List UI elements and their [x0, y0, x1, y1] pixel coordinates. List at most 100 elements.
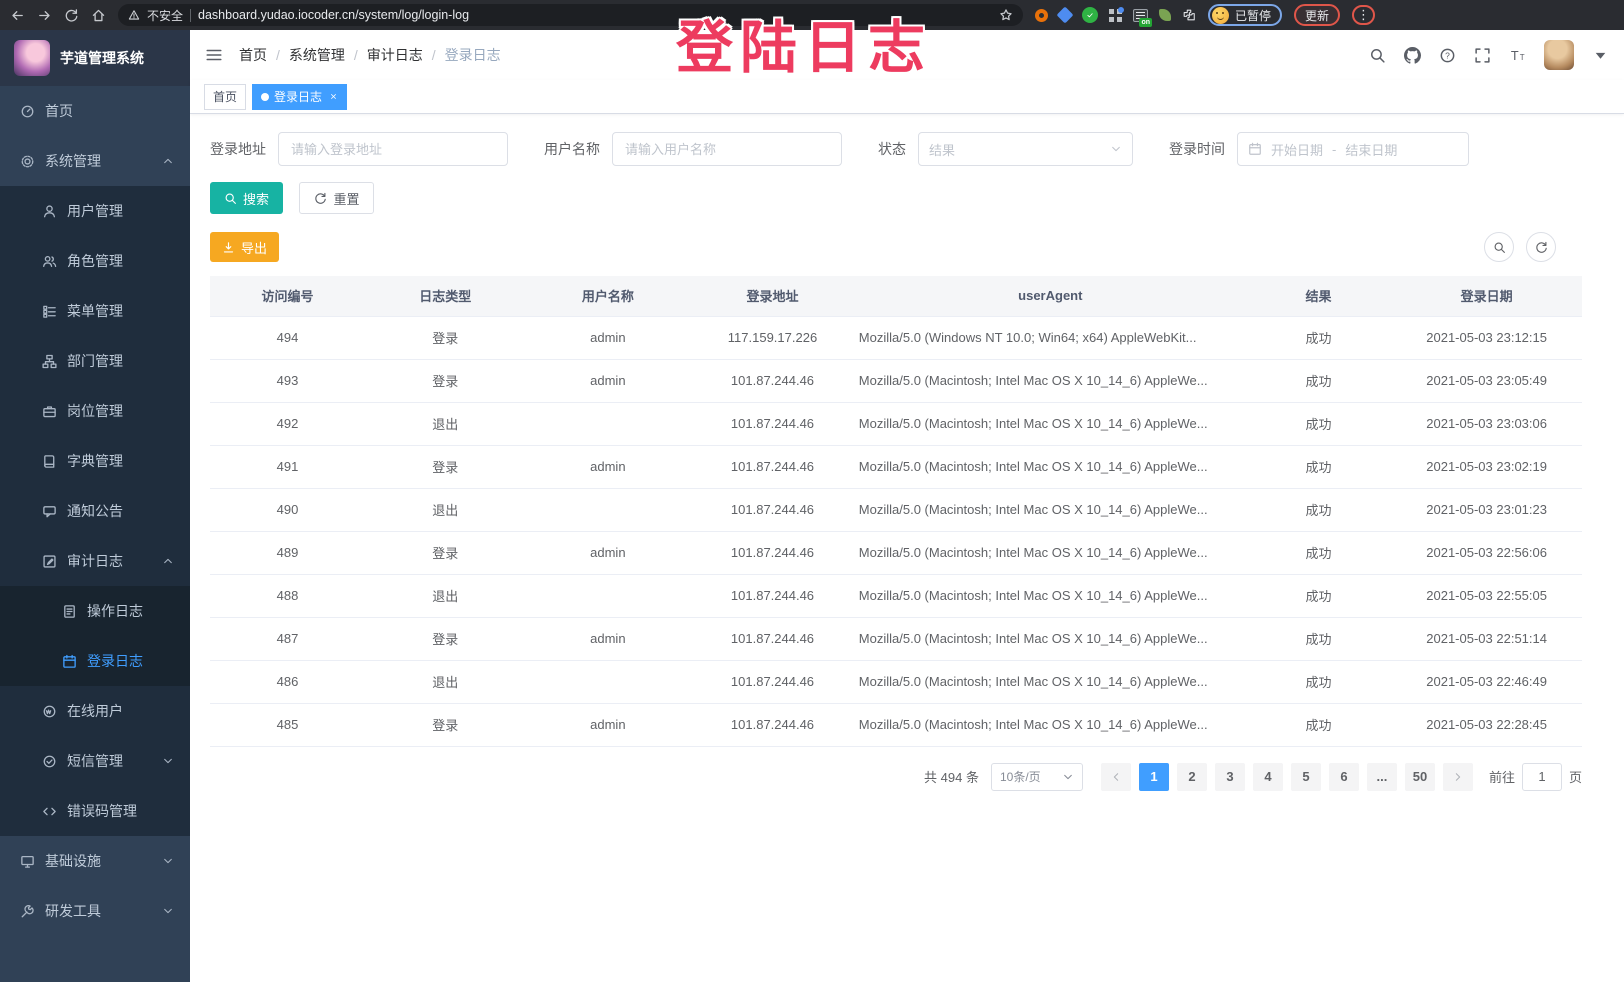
tag-active[interactable]: 登录日志	[252, 83, 348, 110]
username-input[interactable]	[612, 132, 842, 166]
page-button[interactable]: 3	[1214, 762, 1245, 791]
search-button[interactable]: 搜索	[210, 182, 284, 214]
table-row[interactable]: 485 登录 admin 101.87.244.46 Mozilla/5.0 (Maci…	[210, 703, 1582, 747]
browser-back-icon[interactable]	[10, 8, 25, 23]
export-button[interactable]: 导出	[210, 232, 280, 262]
tag-close-icon[interactable]	[329, 92, 338, 101]
cell-ip: 101.87.244.46	[690, 531, 855, 575]
breadcrumb-item[interactable]: 系统管理	[288, 47, 345, 63]
browser-reload-icon[interactable]	[64, 8, 79, 23]
cell-date: 2021-05-03 22:51:14	[1391, 617, 1582, 661]
table-row[interactable]: 490 退出 101.87.244.46 Mozilla/5.0 (Macintosh…	[210, 488, 1582, 532]
breadcrumb-item[interactable]: 首页	[239, 47, 267, 63]
sidebar-item[interactable]: 岗位管理	[0, 386, 190, 436]
reset-button[interactable]: 重置	[299, 182, 375, 214]
cell-type: 登录	[365, 445, 526, 489]
prev-page-button[interactable]	[1100, 762, 1131, 791]
avatar-caret-down-icon[interactable]	[1592, 47, 1609, 64]
github-icon[interactable]	[1404, 46, 1421, 64]
user-avatar[interactable]	[1544, 40, 1574, 70]
page-button[interactable]: 50	[1404, 762, 1435, 791]
sidebar-item[interactable]: 登录日志	[0, 636, 190, 686]
address-bar[interactable]: 不安全 dashboard.yudao.iocoder.cn/system/lo…	[118, 4, 1023, 26]
extension-gem-icon[interactable]	[1056, 6, 1074, 24]
table-row[interactable]: 494 登录 admin 117.159.17.226 Mozilla/5.0 (Win…	[210, 316, 1582, 360]
table-row[interactable]: 488 退出 101.87.244.46 Mozilla/5.0 (Macintosh…	[210, 574, 1582, 618]
sidebar-item[interactable]: 菜单管理	[0, 286, 190, 336]
sidebar-item[interactable]: 角色管理	[0, 236, 190, 286]
bookmark-star-icon[interactable]	[999, 8, 1013, 22]
page-button[interactable]: 5	[1290, 762, 1321, 791]
table-row[interactable]: 492 退出 101.87.244.46 Mozilla/5.0 (Macintosh…	[210, 402, 1582, 446]
fullscreen-icon[interactable]	[1474, 47, 1491, 64]
page-button[interactable]: 4	[1252, 762, 1283, 791]
next-page-button[interactable]	[1442, 762, 1473, 791]
profile-paused-pill[interactable]: 已暂停	[1208, 4, 1283, 26]
browser-forward-icon[interactable]	[37, 8, 52, 23]
sidebar: 芋道管理系统 首页 系统管理 用户管理 角色管理 菜单管理 部门管理 岗位管理 字典管理通知公…	[0, 30, 190, 982]
sidebar-item[interactable]: 字典管理	[0, 436, 190, 486]
goto-page: 前往 页	[1488, 762, 1582, 791]
goto-label: 前往	[1488, 770, 1515, 785]
cell-result: 成功	[1245, 445, 1392, 489]
toggle-search-circle-button[interactable]	[1484, 232, 1514, 262]
cell-ua: Mozilla/5.0 (Macintosh; Intel Mac OS X 1…	[854, 703, 1246, 747]
cell-id: 491	[210, 445, 366, 489]
hamburger-icon[interactable]	[205, 46, 223, 64]
sidebar-item[interactable]: 首页	[0, 86, 190, 136]
login-address-input[interactable]	[278, 132, 508, 166]
cell-type: 退出	[365, 402, 526, 446]
tag-item[interactable]: 首页	[204, 83, 247, 110]
sidebar-item[interactable]: 研发工具	[0, 886, 190, 936]
breadcrumb-item[interactable]: 审计日志	[366, 47, 423, 63]
svg-text:T: T	[1520, 53, 1525, 62]
sidebar-item[interactable]: 通知公告	[0, 486, 190, 536]
extension-donut-icon[interactable]	[1035, 8, 1048, 22]
chrome-update-button[interactable]: 更新	[1294, 4, 1341, 26]
extension-check-icon[interactable]	[1082, 7, 1098, 23]
sidebar-item[interactable]: 基础设施	[0, 836, 190, 886]
sidebar-item[interactable]: 短信管理	[0, 736, 190, 786]
reset-refresh-icon	[314, 192, 327, 205]
extension-list-icon[interactable]: on	[1133, 8, 1152, 27]
address-divider	[190, 8, 192, 22]
page-size-select[interactable]: 10条/页	[990, 762, 1083, 791]
page-button[interactable]: 1	[1138, 762, 1169, 791]
extension-sprout-icon[interactable]	[1159, 9, 1171, 21]
header-search-icon[interactable]	[1369, 47, 1386, 64]
sidebar-item-label: 通知公告	[67, 503, 123, 519]
table-row[interactable]: 489 登录 admin 101.87.244.46 Mozilla/5.0 (Maci…	[210, 531, 1582, 575]
cell-ip: 101.87.244.46	[690, 617, 855, 661]
breadcrumb-separator: /	[431, 47, 436, 63]
browser-home-icon[interactable]	[91, 8, 106, 23]
date-range-picker[interactable]: 开始日期 - 结束日期	[1237, 132, 1469, 166]
logininfor-icon	[62, 654, 77, 669]
sidebar-item[interactable]: 操作日志	[0, 586, 190, 636]
cell-id: 486	[210, 660, 366, 704]
table-row[interactable]: 491 登录 admin 101.87.244.46 Mozilla/5.0 (Maci…	[210, 445, 1582, 489]
extension-grid-icon[interactable]	[1109, 6, 1124, 22]
status-select[interactable]: 结果	[918, 132, 1133, 166]
refresh-table-circle-button[interactable]	[1526, 232, 1556, 262]
table-row[interactable]: 487 登录 admin 101.87.244.46 Mozilla/5.0 (Maci…	[210, 617, 1582, 661]
page-button[interactable]: 6	[1328, 762, 1359, 791]
goto-page-input[interactable]	[1521, 762, 1562, 791]
sidebar-item[interactable]: 用户管理	[0, 186, 190, 236]
docs-help-icon[interactable]: ?	[1439, 47, 1456, 64]
cell-date: 2021-05-03 23:12:15	[1391, 316, 1582, 360]
cell-date: 2021-05-03 22:28:45	[1391, 703, 1582, 747]
page-button[interactable]: 2	[1176, 762, 1207, 791]
extensions-puzzle-icon[interactable]	[1182, 8, 1196, 22]
app-logo-area[interactable]: 芋道管理系统	[0, 30, 190, 86]
sidebar-item[interactable]: 系统管理	[0, 136, 190, 186]
page-ellipsis[interactable]: ...	[1366, 762, 1397, 791]
sidebar-item[interactable]: 部门管理	[0, 336, 190, 386]
cell-type: 退出	[365, 574, 526, 618]
sidebar-item[interactable]: 在线用户	[0, 686, 190, 736]
table-row[interactable]: 486 退出 101.87.244.46 Mozilla/5.0 (Macintosh…	[210, 660, 1582, 704]
sidebar-item[interactable]: 错误码管理	[0, 786, 190, 836]
sidebar-item[interactable]: 审计日志	[0, 536, 190, 586]
table-row[interactable]: 493 登录 admin 101.87.244.46 Mozilla/5.0 (Maci…	[210, 359, 1582, 403]
browser-menu-kebab-icon[interactable]: ⋮	[1352, 5, 1376, 25]
